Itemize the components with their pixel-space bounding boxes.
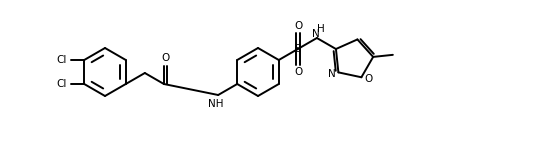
Text: O: O xyxy=(294,21,302,31)
Text: NH: NH xyxy=(209,99,224,109)
Text: N: N xyxy=(312,29,320,39)
Text: O: O xyxy=(294,67,302,77)
Text: Cl: Cl xyxy=(56,55,66,65)
Text: O: O xyxy=(161,53,169,63)
Text: N: N xyxy=(327,69,336,79)
Text: Cl: Cl xyxy=(56,79,66,89)
Text: H: H xyxy=(317,24,325,34)
Text: S: S xyxy=(295,44,301,54)
Text: O: O xyxy=(364,74,373,84)
